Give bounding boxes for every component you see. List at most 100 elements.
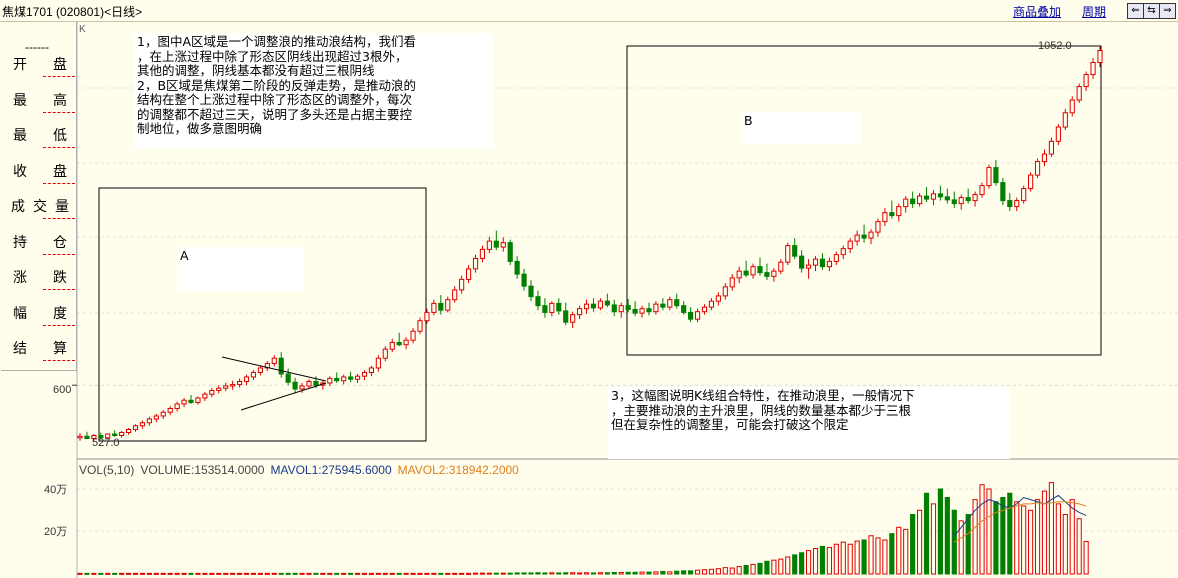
candle-body-down <box>1007 200 1013 208</box>
candle-body-up <box>667 299 673 308</box>
info-divider <box>43 325 75 326</box>
candle-body-up <box>271 357 277 364</box>
candle-body-up <box>549 302 555 313</box>
volume-bar-down <box>84 572 90 575</box>
info-row-settle: 结算 <box>1 338 76 374</box>
volume-bar-up <box>1083 540 1089 575</box>
vol-indicator-label: VOL(5,10) <box>79 463 135 477</box>
box-b-label: B <box>744 113 753 128</box>
volume-bar-up <box>410 572 416 575</box>
volume-bar-down <box>188 572 194 575</box>
candle-body-up <box>167 407 173 413</box>
candle-body-up <box>500 242 506 248</box>
volume-bar-up <box>375 572 381 575</box>
volume-bar-up <box>722 567 728 575</box>
volume-bar-up <box>327 572 333 575</box>
candle-body-up <box>1014 200 1020 208</box>
candle-body-up <box>930 193 937 200</box>
candle-body-up <box>389 341 395 350</box>
volume-bar-down <box>542 572 548 575</box>
volume-bar-up <box>153 572 159 575</box>
volume-bar-up <box>549 572 555 575</box>
low-price-label: 527.0 <box>92 437 120 449</box>
candle-body-down <box>348 376 354 380</box>
candle-body-up <box>202 393 208 399</box>
volume-bar-down <box>556 572 562 575</box>
candle-body-up <box>1090 62 1096 76</box>
candle-body-down <box>764 272 770 277</box>
candle-body-up <box>805 264 812 269</box>
high-price-label: 1052.0 <box>1038 40 1072 52</box>
candle-body-up <box>257 367 263 373</box>
annotation-note-1: 1，图中A区域是一个调整浪的推动浪结构，我们看 ，在上涨过程中除了形态区阴线出现… <box>134 33 494 149</box>
overlay-commodity-link[interactable]: 商品叠加 <box>1013 5 1062 19</box>
candle-body-up <box>778 261 784 272</box>
volume-bar-down <box>688 570 694 575</box>
candle-body-down <box>799 255 805 269</box>
info-divider <box>43 254 75 255</box>
box-b <box>626 45 1102 356</box>
volume-bar-down <box>889 533 895 575</box>
candle-body-down <box>688 311 694 320</box>
nav-next-button[interactable]: ⇒ <box>1159 3 1176 19</box>
info-divider <box>43 76 75 77</box>
volume-bar-up <box>736 566 742 575</box>
candle-body-up <box>306 380 312 387</box>
volume-bar-down <box>625 571 631 575</box>
candle-body-up <box>327 377 333 384</box>
volume-bar-up <box>160 572 166 575</box>
volume-bar-up <box>230 572 236 575</box>
volume-bar-up <box>577 572 583 575</box>
volume-bar-down <box>112 572 118 575</box>
volume-bar-up <box>1062 514 1068 575</box>
volume-bar-up <box>847 543 853 575</box>
volume-bar-up <box>1069 499 1075 575</box>
candle-body-up <box>341 376 347 382</box>
volume-bar-down <box>590 572 597 575</box>
volume-bar-down <box>674 570 680 575</box>
volume-bar-up <box>389 572 395 575</box>
candle-body-up <box>472 257 479 270</box>
info-label-volume: 成交量 <box>11 198 77 214</box>
volume-bar-up <box>1034 499 1041 575</box>
volume-bar-up <box>930 503 937 575</box>
volume-bar-up <box>368 572 375 575</box>
candle-body-up <box>847 240 853 250</box>
candle-body-up <box>597 300 603 309</box>
volume-bar-up <box>958 520 964 575</box>
volume-bar-up <box>382 572 388 575</box>
candle-body-down <box>292 381 298 390</box>
period-link[interactable]: 周期 <box>1082 5 1107 19</box>
volume-bar-down <box>611 572 617 575</box>
candle-body-down <box>632 308 638 314</box>
candle-body-down <box>646 308 652 313</box>
info-label-percent: 幅度 <box>13 305 93 321</box>
candle-body-down <box>334 377 340 382</box>
candle-body-up <box>736 270 742 279</box>
volume-bar-down <box>535 572 541 575</box>
candle-body-up <box>875 221 881 233</box>
info-row-close: 收盘 <box>1 161 76 197</box>
volume-bar-down <box>861 539 867 575</box>
volume-bar-down <box>660 570 666 575</box>
candle-body-down <box>819 258 826 268</box>
volume-bar-up <box>667 571 673 575</box>
candle-body-down <box>674 299 680 307</box>
volume-bar-up <box>223 572 229 575</box>
candle-body-up <box>181 399 187 405</box>
annotation-note-3: 3，这幅图说明K线组合特性，在推动浪里，一般情况下 ，主要推动浪的主升浪里，阴线… <box>608 387 1010 459</box>
info-label-close: 收盘 <box>13 163 93 179</box>
candle-body-down <box>493 240 499 248</box>
candle-body-up <box>230 383 236 387</box>
candle-body-up <box>701 306 708 313</box>
moving-average-lines <box>953 494 1087 543</box>
candle-body-down <box>743 270 749 276</box>
volume-bar-up <box>653 571 659 575</box>
volume-bar-up <box>1028 509 1034 575</box>
candle-body-up <box>424 311 430 322</box>
volume-bar-up <box>250 572 257 575</box>
candle-body-up <box>91 434 97 439</box>
candle-body-up <box>105 433 111 439</box>
candle-body-up <box>812 258 819 266</box>
